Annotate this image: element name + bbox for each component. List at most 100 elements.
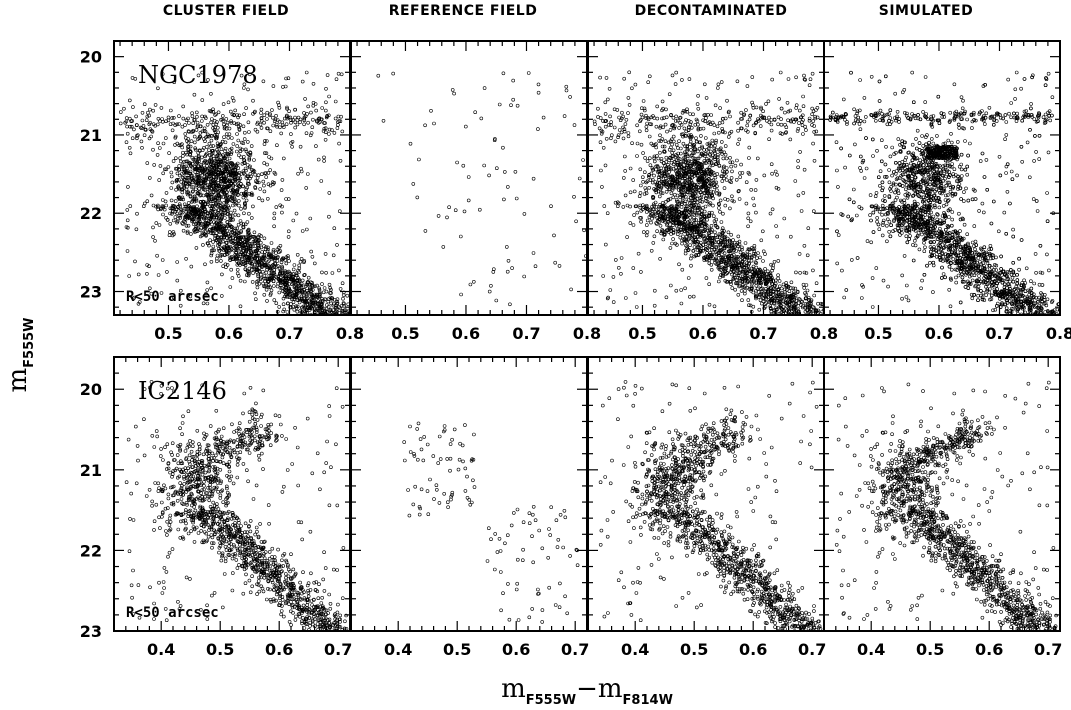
data-point	[730, 259, 734, 264]
data-point	[261, 281, 265, 286]
data-point	[709, 161, 714, 166]
data-point	[720, 174, 725, 179]
data-point	[581, 158, 585, 162]
data-point	[526, 71, 531, 75]
data-point	[191, 222, 196, 226]
data-point	[702, 170, 706, 175]
data-point	[639, 209, 644, 213]
data-point	[763, 267, 767, 271]
data-point	[229, 267, 233, 272]
data-point	[651, 196, 655, 200]
data-point	[765, 269, 770, 274]
data-point	[784, 288, 789, 292]
data-point	[237, 184, 241, 188]
data-point	[177, 143, 181, 148]
data-point	[211, 148, 215, 153]
data-point	[737, 137, 742, 142]
data-point	[230, 136, 234, 140]
data-point	[201, 231, 206, 236]
data-point	[235, 267, 240, 272]
data-point	[230, 239, 235, 243]
data-point	[330, 128, 334, 132]
data-point	[626, 131, 631, 135]
data-point	[194, 181, 198, 185]
data-point	[223, 262, 228, 267]
data-point	[738, 175, 743, 179]
data-point	[216, 204, 220, 208]
data-point	[156, 122, 160, 127]
data-point	[770, 268, 774, 273]
scatter-points	[376, 71, 587, 307]
data-point	[616, 265, 621, 270]
data-point	[696, 235, 700, 239]
data-point	[173, 215, 178, 219]
data-point	[699, 212, 703, 216]
data-point	[238, 278, 243, 283]
data-point	[677, 220, 682, 225]
data-point	[241, 169, 246, 173]
data-point	[342, 301, 346, 306]
data-point	[736, 234, 741, 239]
data-point	[736, 260, 740, 264]
data-point	[143, 128, 148, 132]
data-point	[690, 181, 694, 185]
data-point	[417, 157, 421, 162]
data-point	[207, 167, 212, 171]
data-point	[229, 109, 233, 114]
data-point	[313, 302, 318, 306]
data-point	[232, 113, 236, 117]
data-point	[723, 197, 727, 201]
data-point	[635, 154, 639, 158]
data-point	[300, 278, 305, 283]
data-point	[331, 316, 334, 319]
data-point	[188, 205, 193, 210]
data-point	[779, 117, 783, 121]
data-point	[285, 106, 289, 111]
data-point	[179, 197, 184, 201]
data-point	[769, 128, 774, 133]
scatter-points	[118, 70, 350, 319]
data-point	[747, 287, 752, 291]
data-point	[184, 256, 188, 261]
data-point	[268, 291, 273, 296]
data-point	[187, 121, 191, 125]
data-point	[295, 278, 300, 282]
data-point	[304, 131, 309, 135]
data-point	[205, 134, 210, 139]
data-point	[802, 77, 807, 82]
data-point	[275, 143, 279, 147]
data-point	[751, 196, 756, 201]
data-point	[247, 271, 251, 276]
data-point	[787, 300, 792, 305]
data-point	[700, 164, 705, 169]
data-point	[245, 238, 249, 243]
data-point	[175, 278, 180, 283]
data-point	[224, 199, 229, 203]
data-point	[124, 116, 129, 120]
data-point	[238, 123, 243, 127]
data-point	[721, 156, 726, 161]
data-point	[679, 301, 684, 306]
data-point	[339, 114, 343, 119]
data-point	[342, 316, 345, 319]
data-point	[704, 276, 709, 280]
data-point	[181, 154, 185, 158]
data-point	[748, 219, 753, 224]
data-point	[796, 165, 800, 170]
data-point	[230, 161, 234, 165]
data-point	[163, 167, 167, 172]
data-point	[482, 163, 487, 168]
data-point	[759, 238, 764, 243]
data-point	[812, 293, 817, 298]
data-point	[278, 244, 283, 248]
data-point	[215, 256, 219, 261]
data-point	[239, 250, 244, 254]
data-point	[799, 209, 804, 213]
data-point	[194, 183, 199, 187]
data-point	[708, 149, 713, 154]
data-point	[698, 167, 703, 171]
data-point	[130, 119, 134, 123]
data-point	[216, 229, 221, 233]
data-point	[226, 164, 230, 169]
data-point	[745, 249, 750, 254]
